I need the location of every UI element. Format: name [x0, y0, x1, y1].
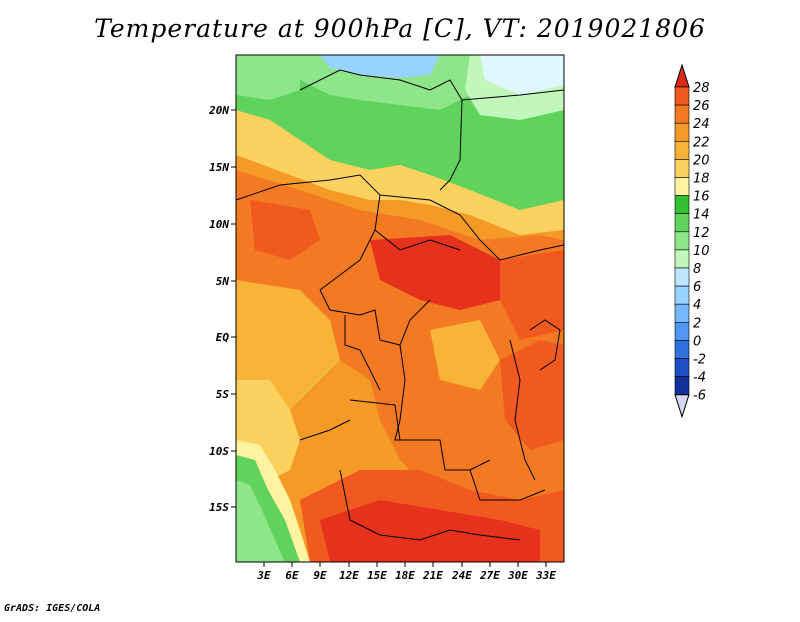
colorbar-swatch	[674, 267, 690, 287]
lat-label: 5N	[216, 275, 230, 288]
lon-label: 15E	[367, 569, 387, 582]
colorbar-label: 4	[693, 298, 701, 313]
colorbar-swatch	[674, 376, 690, 396]
colorbar-top-arrow	[674, 63, 690, 88]
colorbar-label: 2	[693, 316, 701, 331]
lon-label: 33E	[535, 569, 556, 582]
country-borders	[236, 69, 564, 541]
colorbar-swatch	[674, 122, 690, 142]
lon-label: 12E	[339, 569, 359, 582]
colorbar-label: 0	[693, 334, 701, 349]
lat-label: 20N	[208, 104, 229, 117]
colorbar-label: 14	[693, 208, 710, 223]
colorbar-swatch	[674, 321, 690, 341]
lon-label: 27E	[479, 569, 500, 582]
colorbar-label: 18	[693, 172, 710, 187]
colorbar-swatch	[674, 159, 690, 178]
lat-label: 5S	[216, 388, 230, 401]
lat-label: 15N	[209, 161, 229, 174]
colorbar-swatch	[674, 213, 690, 233]
lat-label: 10N	[209, 218, 229, 231]
colorbar-label: 10	[693, 244, 710, 259]
colorbar-label: 16	[693, 190, 710, 205]
lon-label: 18E	[395, 569, 415, 582]
colorbar-swatch	[674, 231, 690, 251]
colorbar-swatch	[674, 249, 690, 269]
lon-label: 21E	[422, 569, 443, 582]
lat-label: EQ	[216, 331, 230, 344]
colorbar-label: 6	[693, 280, 701, 295]
colorbar-label: 28	[693, 81, 710, 96]
colorbar-label: 8	[693, 262, 701, 277]
colorbar-swatch	[674, 177, 690, 196]
colorbar-swatch	[674, 104, 690, 124]
lon-label: 9E	[313, 569, 327, 582]
map-title: Temperature at 900hPa [C], VT: 201902180…	[94, 14, 706, 43]
colorbar-label: 24	[693, 117, 710, 132]
colorbar-label: 12	[693, 226, 710, 241]
lat-label: 15S	[209, 501, 229, 514]
lon-label: 3E	[256, 569, 271, 582]
latitude-labels: 20N 15N 10N 5N EQ 5S 10S 15S	[208, 104, 229, 514]
colorbar-label: 22	[693, 135, 710, 150]
lon-label: 6E	[285, 569, 299, 582]
colorbar-label: 26	[693, 99, 710, 114]
colorbar-label: 20	[693, 153, 710, 168]
grads-credit: GrADS: IGES/COLA	[4, 603, 101, 614]
colorbar-swatch	[674, 303, 690, 323]
colorbar-swatch	[674, 340, 690, 359]
colorbar-swatch	[674, 285, 690, 305]
map-frame	[235, 54, 565, 563]
lon-label: 30E	[507, 569, 528, 582]
colorbar-swatch	[674, 86, 690, 106]
colorbar-bottom-arrow	[674, 394, 690, 419]
temperature-field	[236, 55, 564, 562]
lon-label: 24E	[451, 569, 472, 582]
colorbar-label: -2	[693, 353, 706, 368]
colorbar-swatch	[674, 141, 690, 160]
lat-label: 10S	[209, 445, 229, 458]
colorbar-swatch	[674, 358, 690, 377]
longitude-labels: 3E 6E 9E 12E 15E 18E 21E 24E 27E 30E 33E	[256, 569, 556, 582]
colorbar-swatch	[674, 195, 690, 215]
colorbar-label: -4	[693, 371, 706, 386]
colorbar-label: -6	[693, 389, 706, 404]
